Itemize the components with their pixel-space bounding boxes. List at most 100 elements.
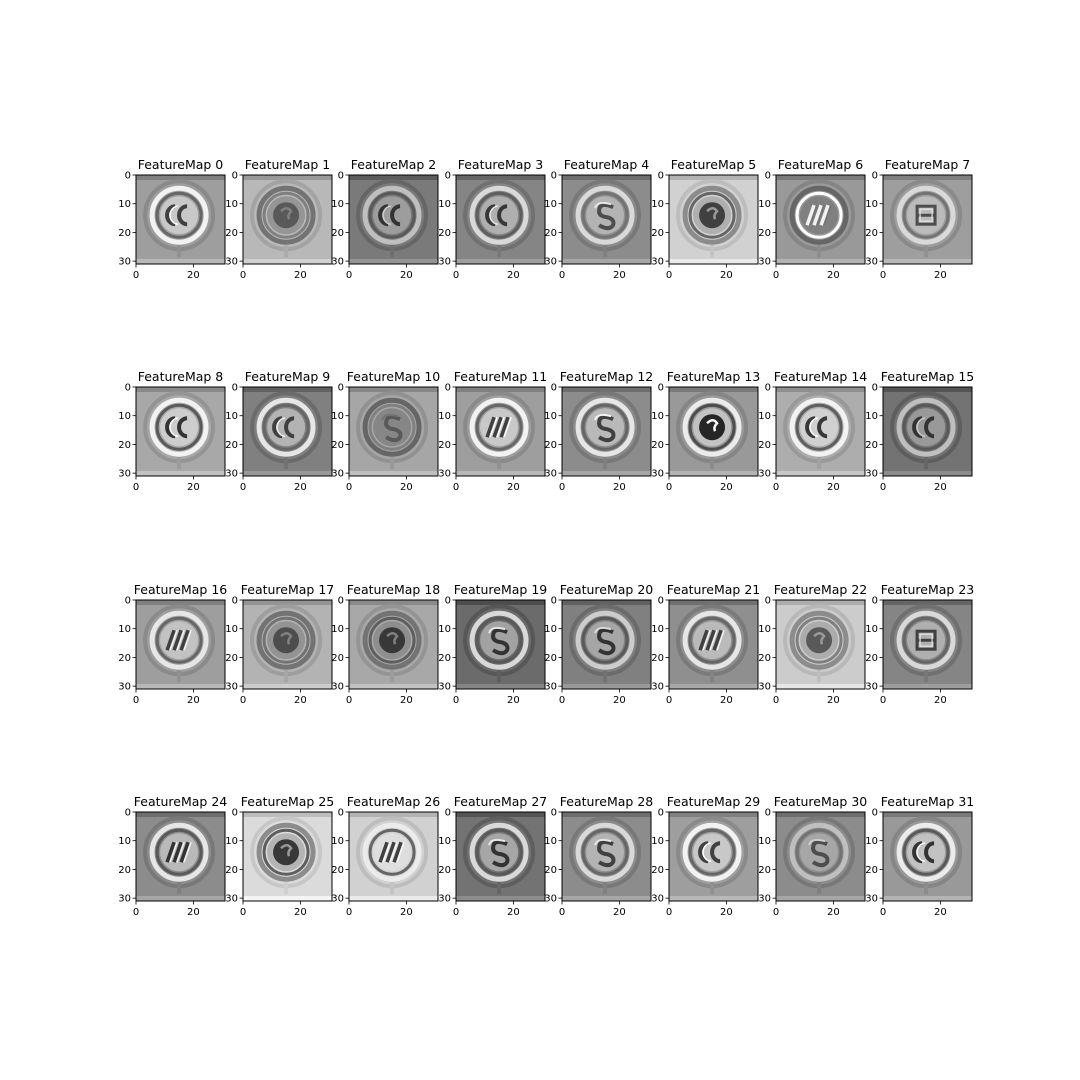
axes-frame — [882, 811, 973, 902]
dark-blob — [699, 202, 726, 229]
panel-title: FeatureMap 23 — [881, 582, 975, 597]
sign-ring — [149, 185, 209, 245]
inner-ring — [688, 616, 736, 664]
inner-ring — [368, 828, 416, 876]
digit-highlight — [916, 417, 926, 437]
sign-post — [390, 245, 395, 258]
sign-ring — [469, 610, 529, 670]
digit-stroke — [378, 204, 389, 227]
digit-highlight — [919, 633, 933, 647]
dark-blob — [273, 839, 300, 866]
x-tick-label: 0 — [880, 482, 886, 493]
digit-stroke — [912, 416, 923, 439]
feature-map-image — [243, 175, 332, 264]
x-tick-label: 0 — [666, 270, 672, 281]
feature-map-image — [456, 175, 545, 264]
x-tick-label: 20 — [507, 270, 520, 281]
panel-title: FeatureMap 25 — [241, 794, 335, 809]
inner-ring — [368, 403, 416, 451]
edge-band — [456, 812, 545, 817]
digit-highlight — [276, 417, 286, 437]
sign-post — [497, 245, 502, 258]
sign-post — [390, 457, 395, 470]
x-tick-label: 20 — [187, 907, 200, 918]
edge-band — [349, 896, 438, 901]
digit-highlight — [706, 206, 719, 220]
x-tick-label: 20 — [187, 482, 200, 493]
inner-ring — [581, 403, 629, 451]
axes-frame — [242, 599, 333, 690]
y-tick-label: 10 — [651, 199, 664, 210]
digit-stroke — [924, 416, 935, 439]
digit-stroke — [812, 204, 823, 226]
edge-band — [243, 896, 332, 901]
digit-highlight — [382, 205, 392, 225]
sign-post — [603, 245, 608, 258]
panel-title: FeatureMap 12 — [560, 369, 654, 384]
axes-frame — [348, 599, 439, 690]
x-tick-label: 20 — [720, 907, 733, 918]
edge-band — [669, 600, 758, 605]
x-tick-label: 20 — [294, 270, 307, 281]
digit-highlight — [916, 842, 926, 862]
y-tick-label: 20 — [865, 228, 878, 239]
axes-frame — [242, 811, 333, 902]
edge-band — [776, 896, 865, 901]
y-tick-label: 10 — [544, 836, 557, 847]
panel-title: FeatureMap 3 — [458, 157, 544, 172]
digit-highlight — [169, 417, 179, 437]
y-tick-label: 10 — [118, 836, 131, 847]
dark-blob — [379, 627, 406, 654]
edge-band — [136, 600, 225, 605]
inner-ring — [688, 828, 736, 876]
panel-title: FeatureMap 16 — [134, 582, 228, 597]
digit-stroke — [597, 627, 616, 656]
digit-highlight — [176, 841, 185, 863]
digit-stroke — [597, 414, 616, 443]
feature-map-image — [776, 812, 865, 901]
feature-map-image — [349, 175, 438, 264]
x-tick-label: 0 — [133, 907, 139, 918]
y-tick-label: 10 — [651, 624, 664, 635]
edge-band — [349, 387, 438, 392]
y-tick-label: 30 — [118, 257, 131, 268]
y-tick-label: 20 — [225, 653, 238, 664]
panel-title: FeatureMap 26 — [347, 794, 441, 809]
y-tick-label: 0 — [658, 808, 664, 819]
sign-post — [177, 245, 182, 258]
y-tick-label: 30 — [865, 682, 878, 693]
x-tick-label: 20 — [507, 482, 520, 493]
y-tick-label: 20 — [225, 440, 238, 451]
edge-band — [456, 684, 545, 689]
feature-map-image — [349, 387, 438, 476]
edge-band — [136, 812, 225, 817]
panel-title: FeatureMap 8 — [138, 369, 224, 384]
feature-map-image — [456, 600, 545, 689]
feature-map-image — [776, 175, 865, 264]
x-tick-label: 20 — [613, 482, 626, 493]
y-tick-label: 30 — [651, 469, 664, 480]
sign-ring — [469, 397, 529, 457]
sign-ring — [682, 185, 742, 245]
inner-ring — [795, 191, 843, 239]
feature-map-image — [883, 175, 972, 264]
panel-title: FeatureMap 30 — [774, 794, 868, 809]
digit-stroke — [499, 416, 510, 438]
y-tick-label: 30 — [438, 894, 451, 905]
y-tick-label: 20 — [225, 865, 238, 876]
digit-highlight — [496, 416, 505, 438]
sign-ring — [789, 397, 849, 457]
feature-map-image — [562, 600, 651, 689]
x-tick-label: 20 — [400, 695, 413, 706]
y-tick-label: 30 — [118, 469, 131, 480]
y-tick-label: 0 — [125, 596, 131, 607]
edge-band — [243, 684, 332, 689]
x-tick-label: 20 — [934, 695, 947, 706]
x-tick-label: 20 — [827, 482, 840, 493]
